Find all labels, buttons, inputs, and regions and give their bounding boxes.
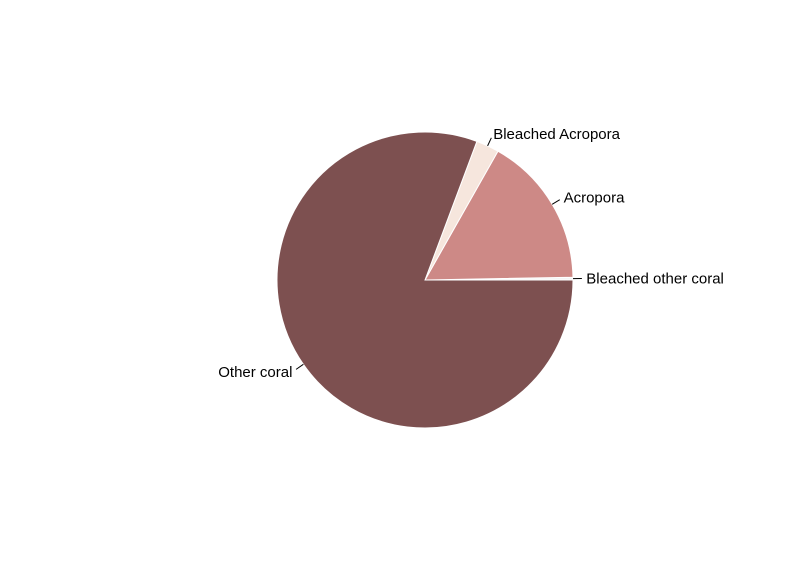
pie-labels: Bleached other coral Acropora Bleached Acr… — [218, 126, 724, 381]
pie-label-leader — [551, 199, 561, 205]
pie-slice-other-coral — [276, 131, 574, 429]
pie-label: Bleached Acropora — [493, 126, 620, 143]
pie-slice-acropora — [424, 150, 574, 281]
pie-label-leader — [295, 363, 304, 370]
pie-slices — [276, 131, 574, 429]
pie-label: Other coral — [218, 364, 292, 381]
pie-label: Acropora — [564, 189, 626, 206]
pie-label: Bleached other coral — [586, 270, 724, 287]
pie-label-leader — [487, 137, 492, 147]
